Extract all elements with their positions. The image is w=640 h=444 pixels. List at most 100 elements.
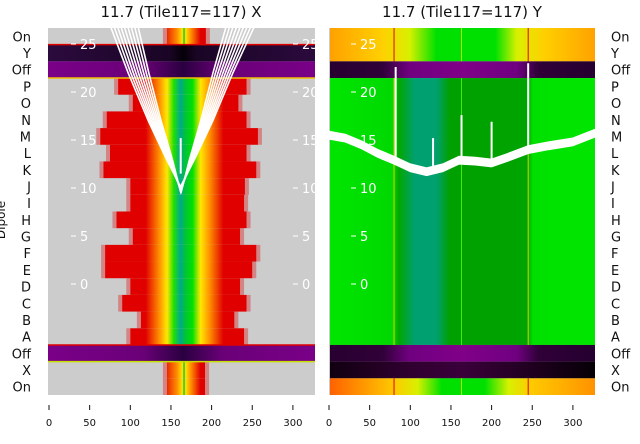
left-row-label: F xyxy=(24,247,31,262)
overlay-curve xyxy=(328,129,598,171)
heat-row-fade xyxy=(162,378,167,395)
heat-row-fade xyxy=(162,361,167,379)
inner-y-tick-label: 10 xyxy=(302,182,319,197)
overlay-curve xyxy=(328,131,598,173)
heat-row-fade xyxy=(162,28,167,45)
left-row-label: Y xyxy=(22,47,31,62)
inner-y-tick-label: 5 xyxy=(360,230,368,245)
x-tick-label: 250 xyxy=(243,418,262,429)
heat-row xyxy=(105,244,257,262)
right-row-label: L xyxy=(611,147,619,162)
inner-y-tick-label: 25 xyxy=(80,38,97,53)
heat-row xyxy=(122,294,247,312)
right-row-label: On xyxy=(611,381,629,396)
left-row-label: M xyxy=(20,130,31,145)
left-row-label: Off xyxy=(12,64,32,79)
left-row-label: X xyxy=(22,364,31,379)
heat-row xyxy=(105,261,253,279)
x-tick-label: 100 xyxy=(121,418,140,429)
heat-row xyxy=(330,344,595,362)
heat-row-fade xyxy=(128,228,133,245)
x-tick-label: 250 xyxy=(523,418,542,429)
heat-row-fade xyxy=(240,278,245,295)
heat-row-fade xyxy=(118,294,123,312)
heat-row-fade xyxy=(96,128,101,145)
heat-row xyxy=(330,61,595,79)
left-row-label: On xyxy=(13,381,31,396)
overlay-curve xyxy=(328,132,598,174)
heat-row-fade xyxy=(238,94,243,112)
inner-y-tick-label: 0 xyxy=(360,278,368,293)
inner-y-tick-label: 15 xyxy=(302,134,319,149)
right-row-label: K xyxy=(611,164,620,179)
heat-row xyxy=(330,28,595,62)
heat-row xyxy=(330,361,595,379)
right-row-label: G xyxy=(611,231,621,246)
left-chart-title: 11.7 (Tile117=117) X xyxy=(100,3,261,21)
overlay-curve xyxy=(328,133,598,175)
heat-row xyxy=(330,378,595,395)
heat-row xyxy=(130,328,245,345)
heat-row-fade xyxy=(126,278,131,295)
left-row-label: G xyxy=(21,231,31,246)
heat-row-fade xyxy=(105,144,110,162)
overlay-curve xyxy=(328,127,598,169)
heat-row-fade xyxy=(246,294,251,312)
left-row-label: A xyxy=(22,331,31,346)
inner-y-tick-label: 5 xyxy=(80,230,88,245)
x-tick-label: 300 xyxy=(563,418,582,429)
y-axis-label: Dipole xyxy=(0,201,8,239)
inner-y-tick-label: 20 xyxy=(302,86,319,101)
right-row-label: D xyxy=(611,281,621,296)
inner-y-tick-label: 0 xyxy=(80,278,88,293)
heat-row-fade xyxy=(99,161,104,179)
heat-row-fade xyxy=(246,144,251,162)
x-tick-label: 50 xyxy=(83,418,96,429)
left-row-label: I xyxy=(27,197,31,212)
plot-gap xyxy=(315,28,329,395)
inner-y-tick-label: 20 xyxy=(360,86,377,101)
heat-row xyxy=(116,211,247,229)
heat-row-fade xyxy=(102,111,107,129)
heat-row xyxy=(48,344,315,362)
right-row-label: E xyxy=(611,264,619,279)
heat-row xyxy=(109,144,247,162)
x-tick-label: 0 xyxy=(326,418,332,429)
left-row-label: B xyxy=(22,314,31,329)
heat-row-fade xyxy=(101,261,106,279)
heat-row xyxy=(130,194,245,212)
heat-row xyxy=(132,228,241,245)
heat-row-fade xyxy=(244,178,249,195)
right-row-label: H xyxy=(611,214,621,229)
heat-row-fade xyxy=(257,128,262,145)
heat-row-fade xyxy=(256,244,261,262)
right-row-label: Off xyxy=(611,347,631,362)
heat-row-fade xyxy=(126,194,131,212)
heat-row-fade xyxy=(128,94,133,112)
right-row-label: Off xyxy=(611,64,631,79)
inner-y-tick-label: 15 xyxy=(80,134,97,149)
left-row-label: E xyxy=(23,264,31,279)
overlay-curve xyxy=(328,135,598,177)
x-tick-label: 150 xyxy=(161,418,180,429)
left-row-label: K xyxy=(22,164,31,179)
heat-row-fade xyxy=(246,111,251,129)
heat-row xyxy=(100,128,258,145)
left-row-label: J xyxy=(26,180,31,195)
x-tick-label: 100 xyxy=(401,418,420,429)
right-row-label: A xyxy=(611,331,620,346)
heat-row-fade xyxy=(205,361,210,379)
x-tick-label: 200 xyxy=(482,418,501,429)
x-tick-label: 150 xyxy=(441,418,460,429)
left-row-label: On xyxy=(13,30,31,45)
left-row-label: C xyxy=(22,297,31,312)
left-row-label: D xyxy=(21,281,31,296)
inner-y-tick-label: 15 xyxy=(360,134,377,149)
right-row-label: X xyxy=(611,364,620,379)
right-row-label: B xyxy=(611,314,620,329)
inner-y-tick-label: 0 xyxy=(302,278,310,293)
left-row-label: P xyxy=(23,80,31,95)
right-row-label: I xyxy=(611,197,615,212)
